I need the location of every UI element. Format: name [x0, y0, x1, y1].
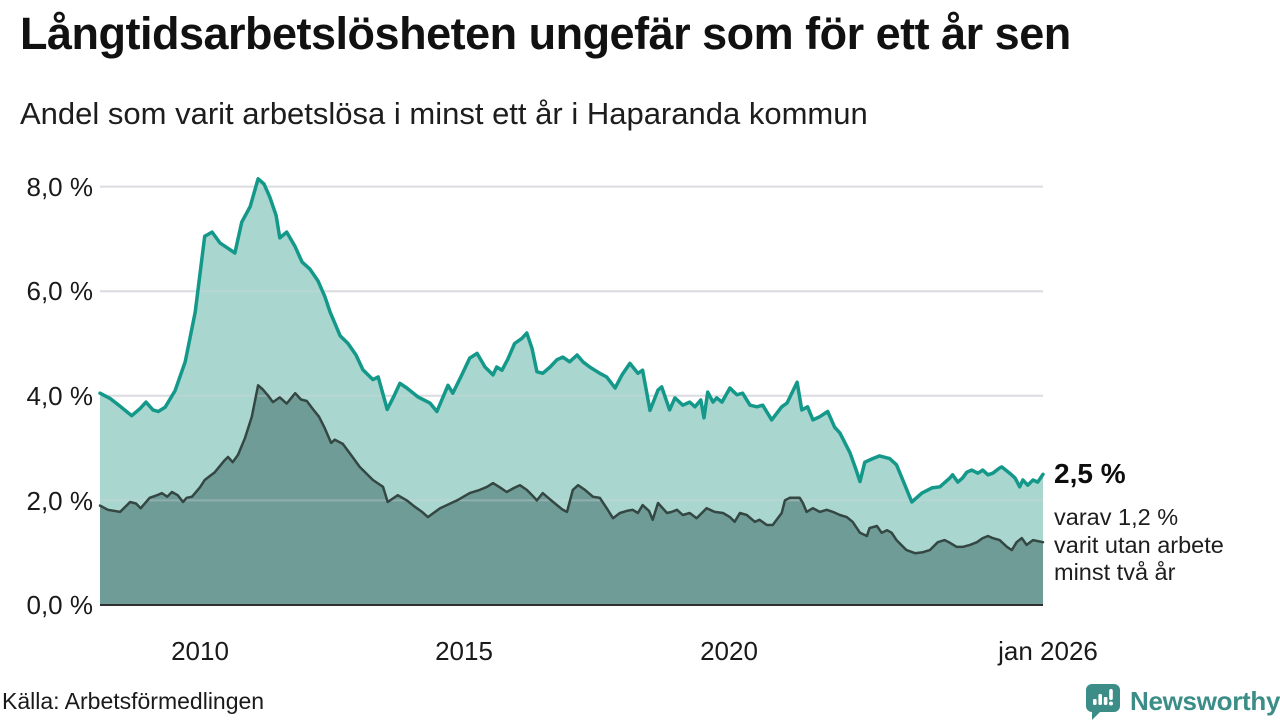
bar-tall [1098, 694, 1102, 705]
x-axis-label-2015: 2015 [435, 636, 493, 666]
newsworthy-logo-text: Newsworthy [1130, 685, 1280, 716]
speech-bubble-shape [1086, 684, 1120, 720]
y-axis-label-2: 2,0 % [26, 486, 94, 516]
x-axis-label-2020: 2020 [700, 636, 758, 666]
x-axis-label-2010: 2010 [171, 636, 229, 666]
y-axis-label-0: 0,0 % [26, 590, 94, 620]
y-axis-label-4: 4,0 % [26, 381, 94, 411]
bar-medium [1103, 697, 1108, 705]
breakdown-annotation: varav 1,2 % varit utan arbete minst två … [1054, 504, 1224, 585]
source-credit: Källa: Arbetsförmedlingen [2, 688, 265, 714]
y-axis-label-6: 6,0 % [26, 276, 94, 306]
line-series-1 [98, 177, 1045, 504]
line-series-2 [98, 384, 1045, 555]
bar-small [1093, 699, 1097, 705]
exclamation-stem [1109, 689, 1113, 700]
page-subtitle: Andel som varit arbetslösa i minst ett å… [20, 96, 868, 131]
newsworthy-logo: Newsworthy [1084, 682, 1280, 720]
y-axis-label-8: 8,0 % [26, 172, 94, 202]
latest-value-label: 2,5 % [1054, 458, 1126, 489]
newsworthy-logo-icon [1086, 684, 1120, 720]
exclamation-dot [1109, 701, 1113, 706]
x-axis-label-jan-2026: jan 2026 [998, 636, 1098, 666]
page-title: Långtidsarbetslösheten ungefär som för e… [20, 8, 1071, 59]
